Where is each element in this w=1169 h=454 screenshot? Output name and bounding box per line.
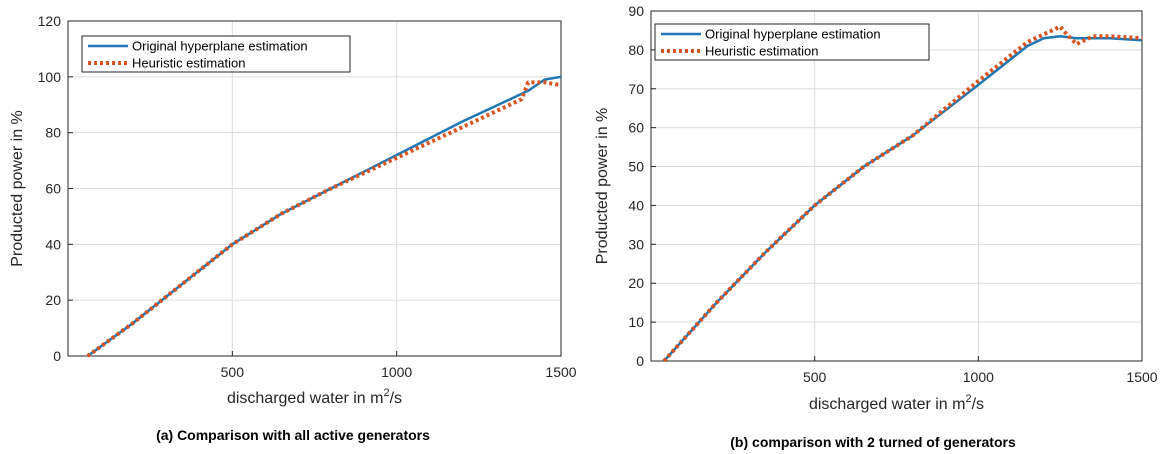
legend-box: [654, 23, 930, 61]
x-tick-label: 1000: [963, 369, 994, 385]
x-axis-label: discharged water in m2/s: [809, 393, 984, 413]
y-tick-label: 90: [628, 3, 644, 19]
y-tick-label: 60: [45, 181, 61, 197]
legend-label: Original hyperplane estimation: [132, 39, 308, 54]
y-axis-label: Producted power in %: [9, 110, 26, 267]
y-tick-label: 0: [53, 348, 61, 364]
plot-area: [651, 11, 1142, 361]
y-tick-label: 100: [38, 69, 62, 85]
x-axis-label: discharged water in m2/s: [227, 387, 402, 407]
y-tick-label: 40: [628, 197, 644, 213]
y-tick-label: 20: [45, 292, 61, 308]
figure-caption: (a) Comparison with all active generator…: [156, 427, 430, 443]
heuristic-series-line: [86, 80, 562, 358]
original-series-line: [663, 35, 1143, 362]
y-tick-label: 10: [628, 314, 644, 330]
legend: Original hyperplane estimation Heuristic …: [81, 35, 351, 73]
axes-box: [650, 10, 1143, 362]
y-tick-label: 60: [628, 120, 644, 136]
y-axis-label: Producted power in %: [594, 108, 611, 265]
x-tick-label: 500: [803, 369, 827, 385]
y-tick-label: 80: [628, 42, 644, 58]
chart-b: 0 10 20 30 40 50 60 70 80 90 500 1000 1500 Original h…: [594, 3, 1158, 450]
x-tick-label: 1000: [381, 364, 412, 380]
y-tick-label: 50: [628, 159, 644, 175]
y-tick-label: 20: [628, 275, 644, 291]
legend: Original hyperplane estimation Heuristic …: [654, 23, 930, 61]
x-tick-label: 1500: [1126, 369, 1157, 385]
legend-box: [81, 35, 351, 73]
x-tick-label: 500: [221, 364, 245, 380]
y-tick-label: 120: [38, 13, 62, 29]
legend-label: Heuristic estimation: [132, 56, 245, 71]
chart-a: 0 20 40 60 80 100 120 500 1000 1500 Original hyper…: [9, 13, 577, 443]
legend-label: Original hyperplane estimation: [705, 27, 881, 42]
y-tick-label: 80: [45, 125, 61, 141]
y-tick-label: 0: [636, 353, 644, 369]
x-tick-label: 1500: [545, 364, 576, 380]
y-tick-label: 70: [628, 81, 644, 97]
y-tick-label: 30: [628, 236, 644, 252]
y-tick-label: 40: [45, 236, 61, 252]
legend-label: Heuristic estimation: [705, 44, 818, 59]
figure-caption: (b) comparison with 2 turned of generato…: [730, 434, 1016, 450]
